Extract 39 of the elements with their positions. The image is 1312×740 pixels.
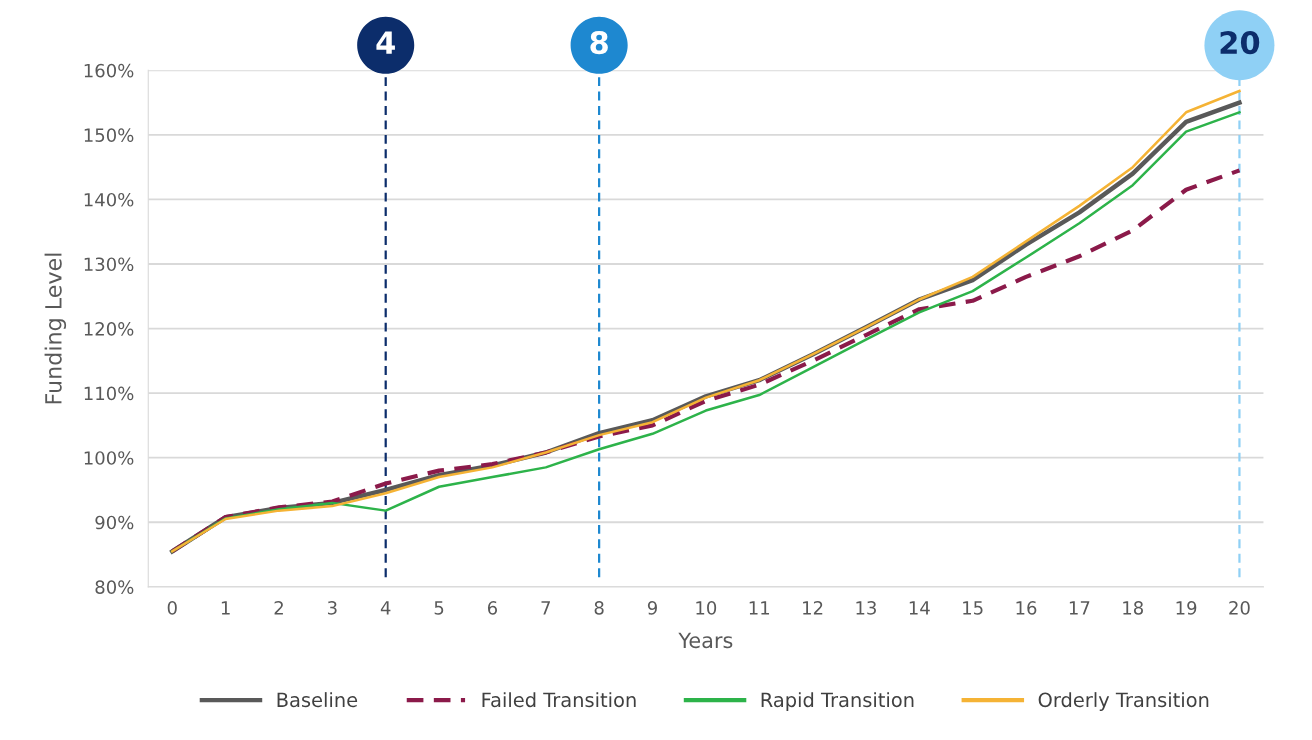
x-tick-label: 1	[221, 601, 230, 615]
x-axis-title: Years	[678, 632, 733, 649]
x-tick-label: 2	[274, 601, 283, 615]
x-tick-label: 16	[1016, 601, 1037, 615]
y-tick-label: 140%	[84, 192, 134, 207]
x-tick-label: 7	[541, 601, 550, 615]
y-tick-label: 150%	[84, 128, 134, 142]
x-tick-label: 4	[380, 601, 391, 615]
legend-label: Rapid Transition	[761, 692, 914, 711]
x-tick-label: 5	[434, 601, 444, 615]
y-tick-label: 160%	[84, 63, 134, 78]
x-tick-label: 9	[647, 601, 657, 615]
ref-line-label: 8	[590, 31, 608, 55]
legend-label: Baseline	[277, 692, 358, 708]
legend-label: Orderly Transition	[1038, 692, 1209, 711]
x-tick-label: 13	[856, 601, 876, 615]
x-tick-label: 12	[803, 601, 823, 615]
x-tick-label: 11	[749, 601, 770, 615]
ref-line-label: 20	[1220, 31, 1260, 55]
x-tick-label: 0	[167, 601, 177, 615]
ref-line-label: 4	[376, 31, 395, 54]
x-tick-label: 15	[963, 601, 983, 615]
x-tick-label: 20	[1229, 601, 1250, 615]
y-tick-label: 100%	[84, 451, 134, 465]
y-axis-title: Funding Level	[44, 253, 67, 404]
x-tick-label: 19	[1176, 601, 1197, 615]
y-tick-label: 120%	[84, 322, 134, 336]
x-tick-label: 17	[1069, 601, 1090, 615]
y-tick-label: 110%	[84, 386, 134, 401]
x-tick-label: 3	[327, 601, 337, 615]
x-tick-label: 14	[909, 601, 930, 615]
legend-label: Failed Transition	[482, 692, 636, 708]
x-tick-label: 18	[1123, 601, 1143, 615]
x-tick-label: 10	[696, 601, 717, 615]
y-tick-label: 90%	[95, 515, 134, 530]
y-tick-label: 130%	[84, 257, 134, 272]
x-tick-label: 6	[487, 601, 498, 615]
x-tick-label: 8	[594, 601, 604, 615]
y-tick-label: 80%	[95, 580, 134, 594]
